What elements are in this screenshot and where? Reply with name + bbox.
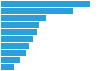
Bar <box>1 43 29 49</box>
Bar <box>1 50 26 56</box>
Bar <box>1 64 14 70</box>
Bar <box>1 29 37 35</box>
Bar <box>1 57 20 63</box>
Bar <box>1 22 39 28</box>
Bar <box>1 36 33 42</box>
Bar <box>1 8 73 14</box>
Bar <box>1 1 90 7</box>
Bar <box>1 15 46 21</box>
